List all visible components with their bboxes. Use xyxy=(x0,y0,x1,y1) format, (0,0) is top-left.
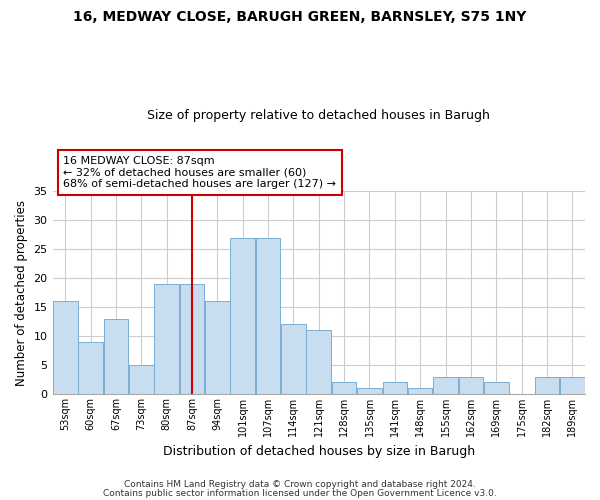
Text: 16 MEDWAY CLOSE: 87sqm
← 32% of detached houses are smaller (60)
68% of semi-det: 16 MEDWAY CLOSE: 87sqm ← 32% of detached… xyxy=(63,156,336,189)
Bar xyxy=(256,238,280,394)
Bar xyxy=(53,302,77,394)
Bar xyxy=(433,376,458,394)
Text: Contains public sector information licensed under the Open Government Licence v3: Contains public sector information licen… xyxy=(103,488,497,498)
Y-axis label: Number of detached properties: Number of detached properties xyxy=(15,200,28,386)
Bar xyxy=(408,388,433,394)
Bar xyxy=(230,238,255,394)
Bar xyxy=(281,324,306,394)
Bar xyxy=(179,284,204,394)
Text: 16, MEDWAY CLOSE, BARUGH GREEN, BARNSLEY, S75 1NY: 16, MEDWAY CLOSE, BARUGH GREEN, BARNSLEY… xyxy=(73,10,527,24)
Bar xyxy=(535,376,559,394)
X-axis label: Distribution of detached houses by size in Barugh: Distribution of detached houses by size … xyxy=(163,444,475,458)
Bar xyxy=(205,302,230,394)
Bar xyxy=(383,382,407,394)
Bar xyxy=(154,284,179,394)
Text: Contains HM Land Registry data © Crown copyright and database right 2024.: Contains HM Land Registry data © Crown c… xyxy=(124,480,476,489)
Bar xyxy=(332,382,356,394)
Bar xyxy=(129,365,154,394)
Bar xyxy=(560,376,584,394)
Title: Size of property relative to detached houses in Barugh: Size of property relative to detached ho… xyxy=(148,109,490,122)
Bar xyxy=(484,382,509,394)
Bar xyxy=(458,376,483,394)
Bar xyxy=(357,388,382,394)
Bar xyxy=(307,330,331,394)
Bar xyxy=(78,342,103,394)
Bar xyxy=(104,318,128,394)
